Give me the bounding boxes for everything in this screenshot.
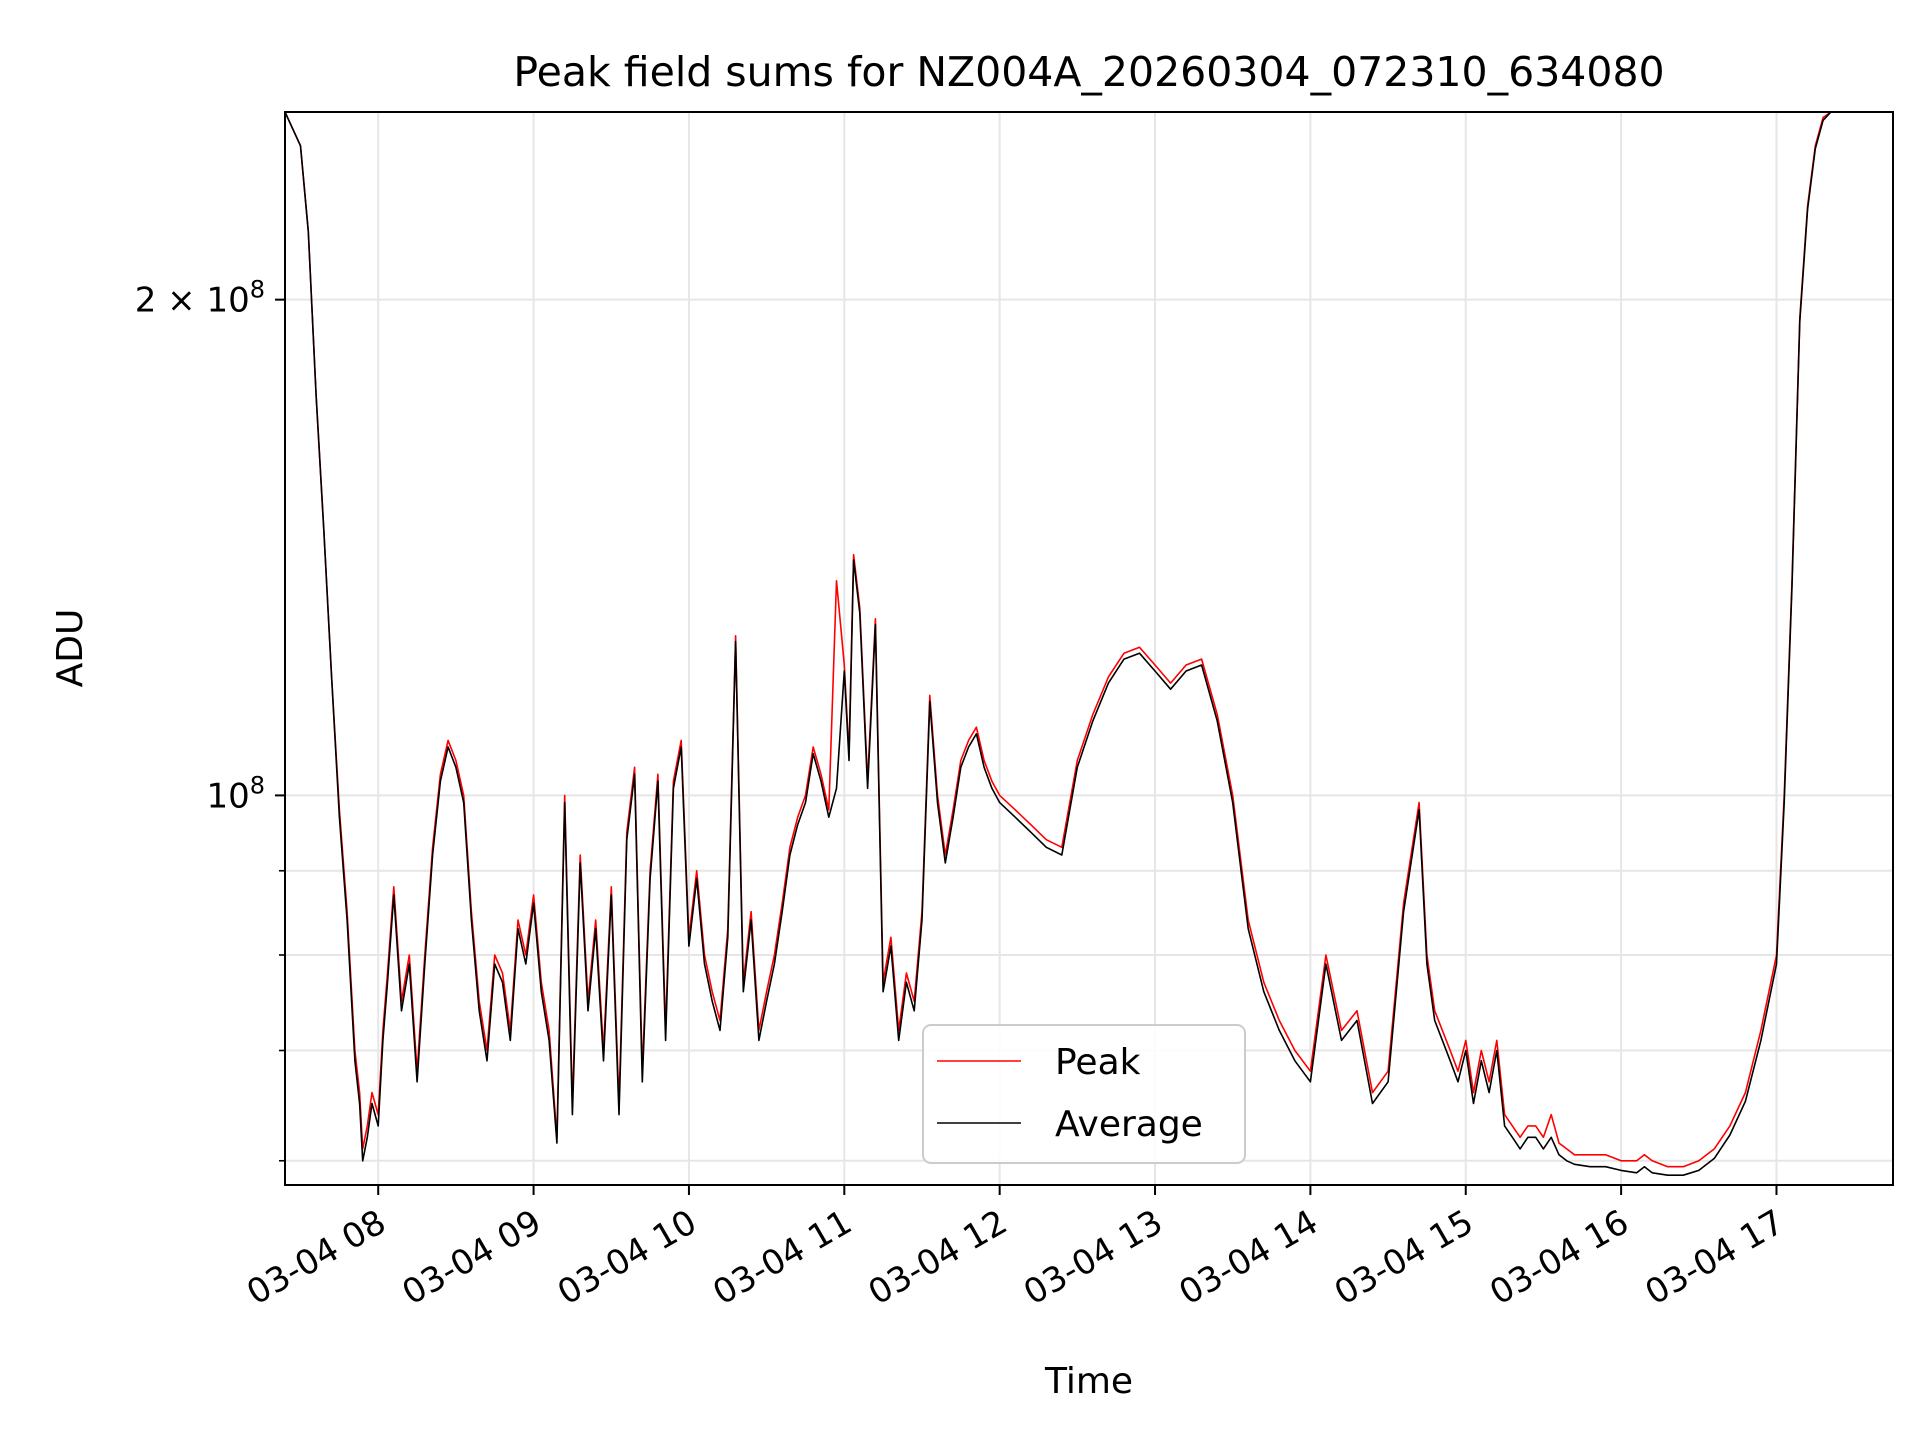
y-tick-label: 2 × 108 (135, 276, 265, 321)
chart-title: Peak field sums for NZ004A_20260304_0723… (513, 48, 1664, 96)
legend: Peak Average (922, 1024, 1246, 1164)
plot-background (285, 112, 1893, 1185)
legend-label-average: Average (1055, 1104, 1203, 1145)
legend-box (922, 1024, 1246, 1164)
legend-label-peak: Peak (1055, 1042, 1141, 1083)
series-lines (284, 111, 1832, 1176)
x-axis-label: Time (1044, 1361, 1133, 1402)
y-axis-label: ADU (50, 609, 91, 688)
series-line-average (284, 111, 1832, 1176)
plot-frame (284, 111, 1894, 1186)
